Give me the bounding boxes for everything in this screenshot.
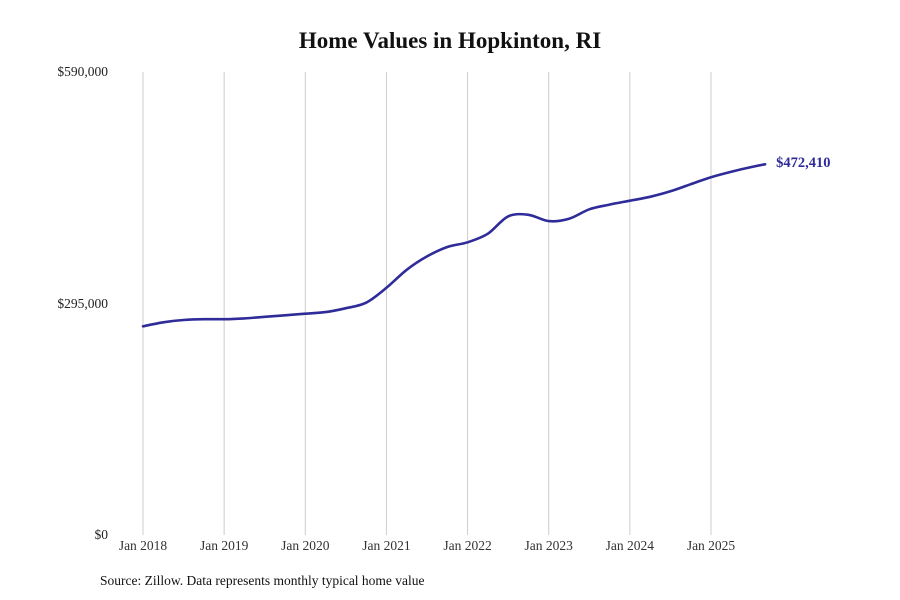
home-value-line	[141, 163, 767, 328]
x-axis-tick-label: Jan 2024	[605, 538, 655, 553]
x-axis-tick-label: Jan 2018	[118, 538, 168, 553]
x-axis-tick-label: Jan 2021	[362, 538, 411, 553]
x-axis-tick-label: Jan 2019	[199, 538, 249, 553]
x-axis-tick-label: Jan 2022	[443, 538, 492, 553]
latest-value-label: $472,410	[776, 155, 831, 172]
x-axis-tick-label: Jan 2023	[524, 538, 573, 553]
y-axis-tick-label: $295,000	[57, 295, 108, 311]
x-axis-tick-label: Jan 2025	[686, 538, 736, 553]
y-axis-tick-label: $0	[94, 527, 109, 542]
y-axis-tick-label: $590,000	[57, 64, 108, 79]
chart-title: Home Values in Hopkinton, RI	[298, 28, 602, 53]
x-axis-tick-label: Jan 2020	[281, 538, 330, 553]
source-note: Source: Zillow. Data represents monthly …	[100, 573, 425, 588]
